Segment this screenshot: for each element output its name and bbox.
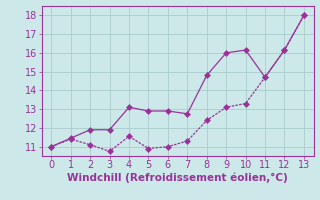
X-axis label: Windchill (Refroidissement éolien,°C): Windchill (Refroidissement éolien,°C) (67, 173, 288, 183)
